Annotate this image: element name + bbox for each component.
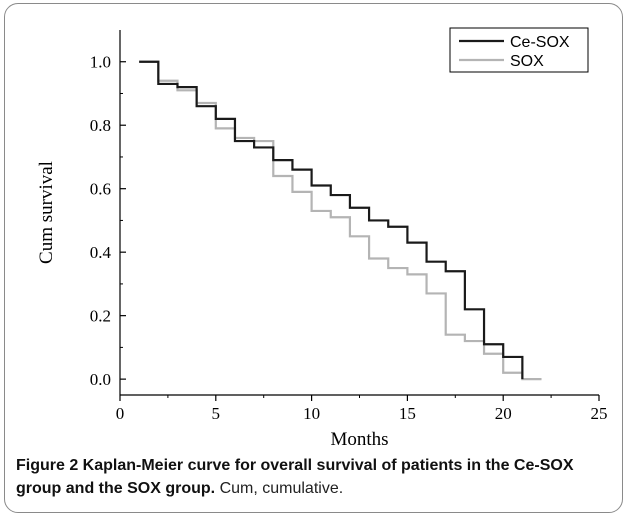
y-tick-label: 0.2 <box>90 307 111 326</box>
caption-title: Figure 2 Kaplan-Meier curve for overall … <box>16 457 574 497</box>
figure-frame <box>4 3 623 513</box>
y-tick-label: 0.0 <box>90 370 111 389</box>
legend-label-sox: SOX <box>510 53 544 70</box>
x-tick-label: 5 <box>212 404 221 423</box>
chart-axes: 0.0 0.2 0.4 0.6 0.8 1.0 0 5 10 15 20 25 Months Cum su… <box>36 30 608 450</box>
caption-note: Cum, cumulative. <box>219 480 344 497</box>
y-tick-label: 0.6 <box>90 180 111 199</box>
x-tick-label: 0 <box>116 404 125 423</box>
y-tick-label: 0.8 <box>90 116 111 135</box>
figure-caption: Figure 2 Kaplan-Meier curve for overall … <box>16 454 612 500</box>
chart-legend: Ce-SOX SOX <box>449 27 589 73</box>
y-axis-label: Cum survival <box>36 161 57 264</box>
series-layer <box>139 60 542 381</box>
legend-box <box>449 27 589 73</box>
y-tick-label: 0.4 <box>90 243 112 262</box>
x-tick-label: 10 <box>303 404 320 423</box>
x-tick-label: 20 <box>495 404 512 423</box>
y-tick-label: 1.0 <box>90 53 111 72</box>
x-tick-label: 25 <box>591 404 608 423</box>
legend-label-ce-sox: Ce-SOX <box>510 34 570 51</box>
series-line-sox <box>139 60 542 381</box>
x-axis-label: Months <box>330 429 388 450</box>
kaplan-meier-chart: 0.0 0.2 0.4 0.6 0.8 1.0 0 5 10 15 20 25 Months Cum su… <box>36 27 608 450</box>
x-tick-label: 15 <box>399 404 416 423</box>
series-line-ce-sox <box>139 60 524 380</box>
